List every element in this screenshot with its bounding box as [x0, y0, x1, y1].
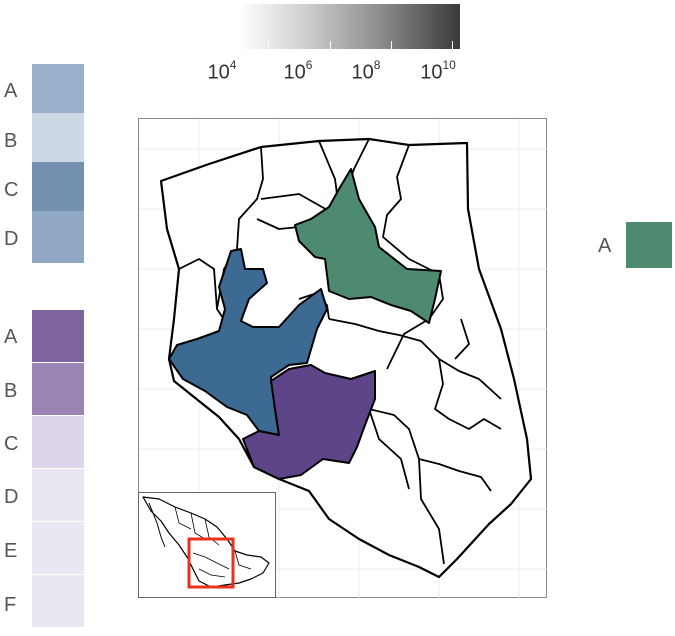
legend-swatch [32, 113, 84, 165]
gradient-tick-label: 104 [207, 58, 237, 84]
legend-swatch [32, 522, 84, 574]
region-purple [242, 364, 376, 480]
inset-country-outline [142, 496, 270, 588]
legend-swatch [32, 575, 84, 627]
gradient-tick-label: 1010 [420, 58, 456, 84]
legend-swatch [32, 310, 84, 362]
legend-swatch [32, 363, 84, 415]
legend-label: A [4, 326, 18, 348]
inset-map-panel [138, 492, 276, 598]
region-blue [168, 248, 328, 436]
legend-swatch [626, 222, 672, 268]
region-green [294, 168, 442, 324]
legend-label: F [4, 594, 17, 616]
legend-swatch [32, 211, 84, 263]
inset-highlight-box [187, 537, 235, 589]
legend-label: C [4, 433, 19, 455]
inset-internal-boundaries [174, 506, 252, 578]
gradient-tick-label: 108 [351, 58, 381, 84]
gradient-tick-label: 106 [283, 58, 313, 84]
legend-label: A [598, 235, 612, 257]
map-internal-boundaries [178, 138, 502, 565]
legend-swatch [32, 64, 84, 116]
inset-peninsula [148, 502, 166, 548]
legend-swatch [32, 416, 84, 468]
gradient-tick [268, 41, 269, 49]
legend-label: D [4, 228, 19, 250]
legend-label: B [4, 380, 18, 402]
legend-swatch [32, 469, 84, 521]
map-outline [159, 137, 533, 579]
map-svg [139, 119, 548, 599]
legend-label: E [4, 540, 18, 562]
legend-label: D [4, 486, 19, 508]
gradient-tick [330, 41, 331, 49]
gradient-tick [391, 41, 392, 49]
legend-label: A [4, 80, 18, 102]
inset-map-svg [142, 496, 270, 589]
legend-label: C [4, 179, 19, 201]
legend-swatch [32, 162, 84, 214]
gradient-tick [452, 41, 453, 49]
legend-label: B [4, 130, 18, 152]
gradient-legend-bar [239, 4, 460, 49]
